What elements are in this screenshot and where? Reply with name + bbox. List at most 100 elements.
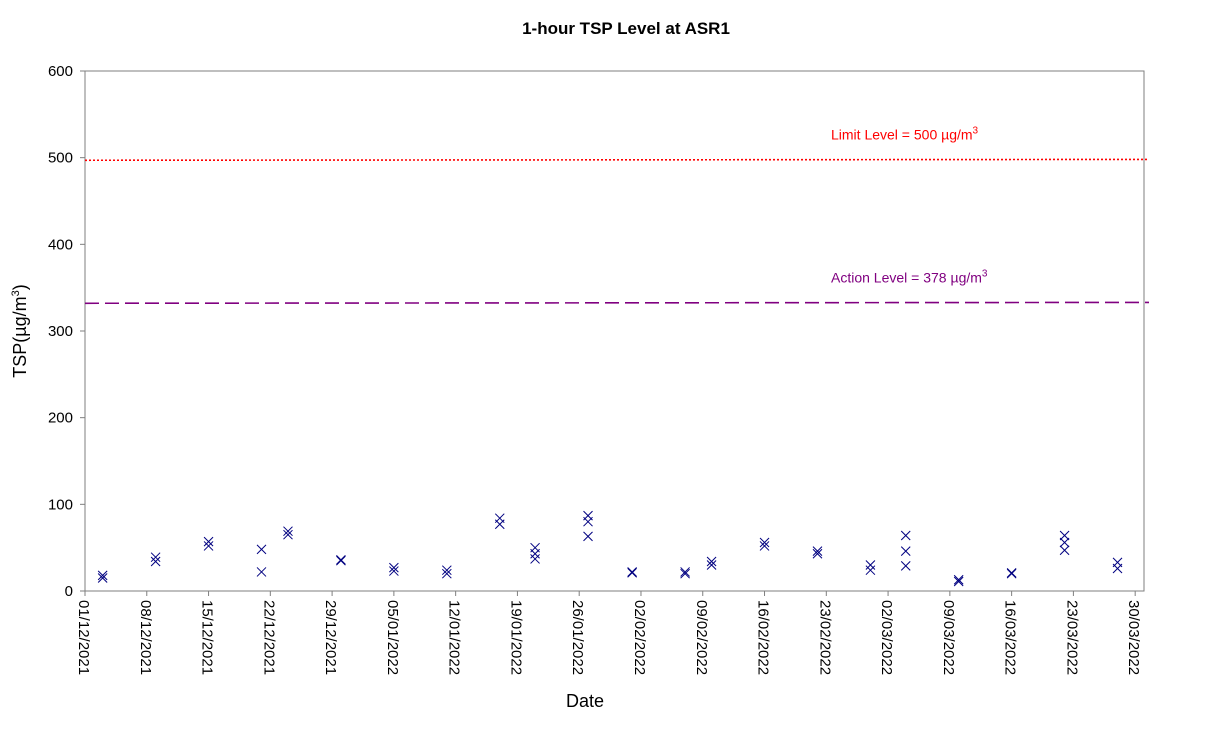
data-point-x-marker [1006, 567, 1017, 578]
reference-label-part: 3 [973, 125, 979, 136]
x-axis-title: Date [566, 691, 604, 711]
marker-stroke [812, 548, 823, 559]
x-tick-label: 23/03/2022 [1063, 600, 1080, 675]
data-point-x-marker [627, 567, 638, 578]
x-tick-label: 30/03/2022 [1125, 600, 1142, 675]
marker-stroke [706, 560, 717, 570]
x-tick-label: 05/01/2022 [384, 600, 401, 675]
marker-stroke [759, 541, 770, 551]
marker-stroke [1059, 537, 1070, 548]
x-tick-label: 09/03/2022 [940, 600, 957, 675]
y-axis-title-unit: g/m [10, 296, 30, 326]
data-point-x-marker [203, 536, 214, 547]
data-point-x-marker [283, 526, 293, 537]
data-point-x-marker [203, 541, 214, 551]
reference-label-part: 3 [982, 268, 988, 279]
y-tick-label: 400 [48, 236, 73, 253]
data-points [97, 510, 1123, 587]
data-point-x-marker [865, 565, 876, 576]
marker-stroke [97, 570, 108, 581]
y-tick-label: 200 [48, 410, 73, 427]
data-point-x-marker [812, 546, 823, 556]
marker-stroke [900, 530, 911, 541]
x-tick-label: 29/12/2021 [322, 600, 339, 675]
x-tick-label: 16/03/2022 [1002, 600, 1019, 675]
marker-stroke [336, 554, 346, 565]
marker-stroke [627, 567, 638, 578]
marker-stroke [203, 536, 214, 547]
y-tick-label: 100 [48, 496, 73, 513]
marker-stroke [256, 567, 267, 577]
data-point-x-marker [759, 537, 770, 548]
reference-label-part: Limit Level = 500 [831, 126, 941, 142]
marker-stroke [1006, 567, 1017, 578]
marker-stroke [865, 560, 876, 570]
data-point-x-marker [812, 548, 823, 559]
data-point-x-marker [441, 568, 452, 579]
y-tick-label: 600 [48, 63, 73, 80]
reference-label-part: g/m [959, 269, 982, 285]
y-tick-label: 500 [48, 150, 73, 167]
y-tick-label: 300 [48, 323, 73, 340]
reference-label-part: Action Level = 378 [831, 269, 950, 285]
x-tick-label: 23/02/2022 [816, 600, 833, 675]
x-tick-label: 02/03/2022 [878, 600, 895, 675]
marker-stroke [1059, 545, 1070, 556]
marker-stroke [441, 568, 452, 579]
x-tick-label: 12/01/2022 [446, 600, 463, 675]
marker-stroke [1059, 530, 1070, 541]
x-tick-label: 19/01/2022 [507, 600, 524, 675]
marker-stroke [627, 567, 638, 577]
marker-stroke [283, 526, 293, 537]
data-point-x-marker [627, 567, 638, 577]
data-point-x-marker [256, 567, 267, 577]
y-axis-title-prefix: TSP( [10, 337, 30, 378]
marker-stroke [953, 576, 964, 587]
x-axis: 01/12/2021 08/12/2021 15/12/2021 22/12/2021… [75, 591, 1142, 675]
data-point-x-marker [389, 562, 399, 573]
data-point-x-marker [900, 561, 911, 571]
data-point-x-marker [150, 556, 161, 567]
y-axis-title-suffix: ) [10, 284, 30, 290]
data-point-x-marker [336, 555, 346, 566]
marker-stroke [900, 546, 911, 556]
data-point-x-marker [865, 560, 876, 570]
data-point-x-marker [441, 565, 452, 576]
marker-stroke [865, 565, 876, 576]
x-tick-label: 02/02/2022 [631, 600, 648, 675]
y-axis-title: TSP(µg/m3) [10, 284, 30, 378]
marker-stroke [680, 568, 690, 579]
x-tick-label: 01/12/2021 [75, 600, 92, 675]
data-point-x-marker [759, 541, 770, 551]
data-point-x-marker [900, 530, 911, 541]
marker-stroke [97, 573, 108, 583]
data-point-x-marker [583, 531, 593, 542]
reference-line-label: Action Level = 378 µg/m3 [831, 268, 988, 285]
chart-title: 1-hour TSP Level at ASR1 [522, 19, 730, 38]
x-tick-label: 22/12/2021 [260, 600, 277, 675]
marker-stroke [389, 566, 399, 576]
data-point-x-marker [680, 567, 690, 577]
reference-line [84, 158, 1150, 162]
marker-stroke [150, 556, 161, 567]
y-axis-title-sup: 3 [10, 290, 22, 296]
reference-label-part: µ [950, 269, 958, 285]
marker-stroke [1112, 563, 1123, 574]
x-tick-label: 26/01/2022 [569, 600, 586, 675]
data-point-x-marker [680, 568, 690, 579]
data-point-x-marker [706, 560, 717, 570]
marker-stroke [759, 537, 770, 548]
data-point-x-marker [256, 544, 267, 555]
reference-line-label: Limit Level = 500 µg/m3 [831, 125, 979, 142]
marker-stroke [530, 554, 540, 564]
y-axis-title-mu: µ [10, 326, 30, 336]
marker-stroke [530, 548, 540, 559]
data-point-x-marker [900, 546, 911, 556]
plot-area-border [84, 70, 1145, 592]
y-axis: 0 100 200 300 400 500 600 [48, 63, 85, 600]
marker-stroke [283, 529, 293, 540]
data-point-x-marker [97, 570, 108, 581]
marker-stroke [203, 541, 214, 551]
marker-stroke [680, 567, 690, 577]
data-point-x-marker [953, 574, 964, 585]
